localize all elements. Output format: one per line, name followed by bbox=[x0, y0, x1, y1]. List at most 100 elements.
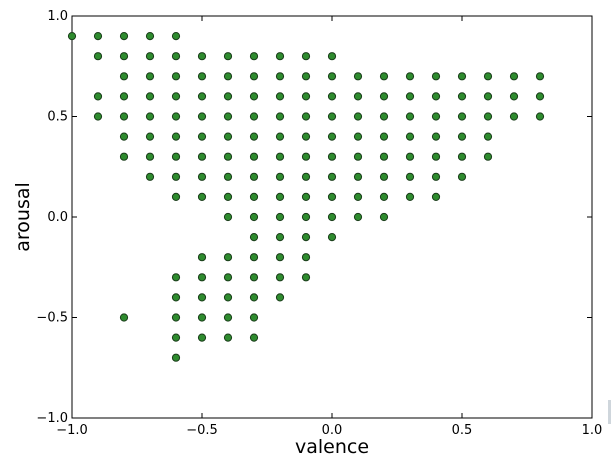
data-point bbox=[249, 273, 259, 282]
data-point bbox=[379, 112, 389, 121]
data-point bbox=[275, 112, 285, 121]
data-point bbox=[275, 152, 285, 161]
data-point bbox=[145, 172, 155, 181]
data-point bbox=[405, 172, 415, 181]
data-point bbox=[249, 92, 259, 101]
data-point bbox=[171, 72, 181, 81]
data-point bbox=[119, 132, 129, 141]
data-point bbox=[171, 32, 181, 41]
data-point bbox=[197, 253, 207, 262]
data-point bbox=[301, 273, 311, 282]
x-tick-label: 0.0 bbox=[322, 423, 343, 438]
data-point bbox=[483, 72, 493, 81]
data-point bbox=[509, 112, 519, 121]
data-point bbox=[197, 313, 207, 322]
data-point bbox=[301, 132, 311, 141]
data-point bbox=[197, 112, 207, 121]
data-point bbox=[327, 72, 337, 81]
data-point bbox=[119, 92, 129, 101]
data-point bbox=[431, 172, 441, 181]
data-point bbox=[275, 233, 285, 242]
data-point bbox=[431, 132, 441, 141]
data-point bbox=[223, 132, 233, 141]
data-point bbox=[171, 353, 181, 362]
data-point bbox=[223, 293, 233, 302]
data-point bbox=[275, 72, 285, 81]
data-point bbox=[327, 92, 337, 101]
x-tick-label: −1.0 bbox=[56, 423, 88, 438]
data-point bbox=[249, 233, 259, 242]
data-point bbox=[327, 212, 337, 222]
data-point bbox=[379, 132, 389, 141]
data-point bbox=[197, 72, 207, 81]
data-point bbox=[171, 273, 181, 282]
data-point bbox=[457, 92, 467, 101]
data-point bbox=[171, 293, 181, 302]
data-point bbox=[119, 52, 129, 61]
x-axis-label: valence bbox=[295, 436, 369, 458]
x-tick-label: 1.0 bbox=[582, 423, 603, 438]
data-point bbox=[275, 52, 285, 61]
data-point bbox=[249, 333, 259, 342]
data-point bbox=[301, 172, 311, 181]
data-point bbox=[353, 152, 363, 161]
data-point bbox=[223, 333, 233, 342]
data-point bbox=[249, 253, 259, 262]
data-point bbox=[249, 313, 259, 322]
window-edge-strip bbox=[608, 400, 611, 424]
data-point bbox=[197, 132, 207, 141]
data-point bbox=[405, 72, 415, 81]
data-point bbox=[483, 152, 493, 161]
data-point bbox=[223, 172, 233, 181]
data-point bbox=[93, 112, 103, 121]
data-point bbox=[431, 192, 441, 201]
data-point bbox=[535, 72, 545, 81]
data-point bbox=[379, 92, 389, 101]
data-point bbox=[457, 152, 467, 161]
data-point bbox=[483, 92, 493, 101]
data-point bbox=[197, 172, 207, 181]
y-tick-label: 0.5 bbox=[47, 110, 68, 125]
data-point bbox=[171, 132, 181, 141]
data-point bbox=[119, 72, 129, 81]
data-point bbox=[249, 52, 259, 61]
data-point bbox=[249, 192, 259, 201]
x-tick-label: −0.5 bbox=[186, 423, 218, 438]
y-tick-label: −1.0 bbox=[36, 411, 68, 426]
data-point bbox=[119, 112, 129, 121]
data-point bbox=[171, 152, 181, 161]
data-point bbox=[327, 132, 337, 141]
data-point bbox=[171, 92, 181, 101]
data-point bbox=[379, 152, 389, 161]
data-point bbox=[431, 152, 441, 161]
data-point bbox=[301, 233, 311, 242]
data-point bbox=[379, 72, 389, 81]
data-point bbox=[431, 72, 441, 81]
data-point bbox=[301, 52, 311, 61]
data-point bbox=[301, 192, 311, 201]
data-point bbox=[457, 112, 467, 121]
data-point bbox=[457, 132, 467, 141]
data-point bbox=[353, 92, 363, 101]
data-point bbox=[405, 152, 415, 161]
data-point bbox=[509, 92, 519, 101]
data-point bbox=[327, 233, 337, 242]
data-point bbox=[275, 92, 285, 101]
data-point bbox=[223, 212, 233, 222]
data-point bbox=[223, 313, 233, 322]
data-point bbox=[171, 313, 181, 322]
data-point bbox=[119, 32, 129, 41]
data-point bbox=[249, 132, 259, 141]
data-point bbox=[327, 52, 337, 61]
data-point bbox=[353, 172, 363, 181]
data-point bbox=[223, 52, 233, 61]
data-point bbox=[249, 293, 259, 302]
data-point bbox=[483, 112, 493, 121]
data-point bbox=[197, 273, 207, 282]
data-point bbox=[145, 132, 155, 141]
data-point bbox=[327, 172, 337, 181]
data-point bbox=[301, 212, 311, 222]
data-point bbox=[275, 192, 285, 201]
data-point bbox=[379, 212, 389, 222]
y-tick-label: 0.0 bbox=[47, 210, 68, 225]
